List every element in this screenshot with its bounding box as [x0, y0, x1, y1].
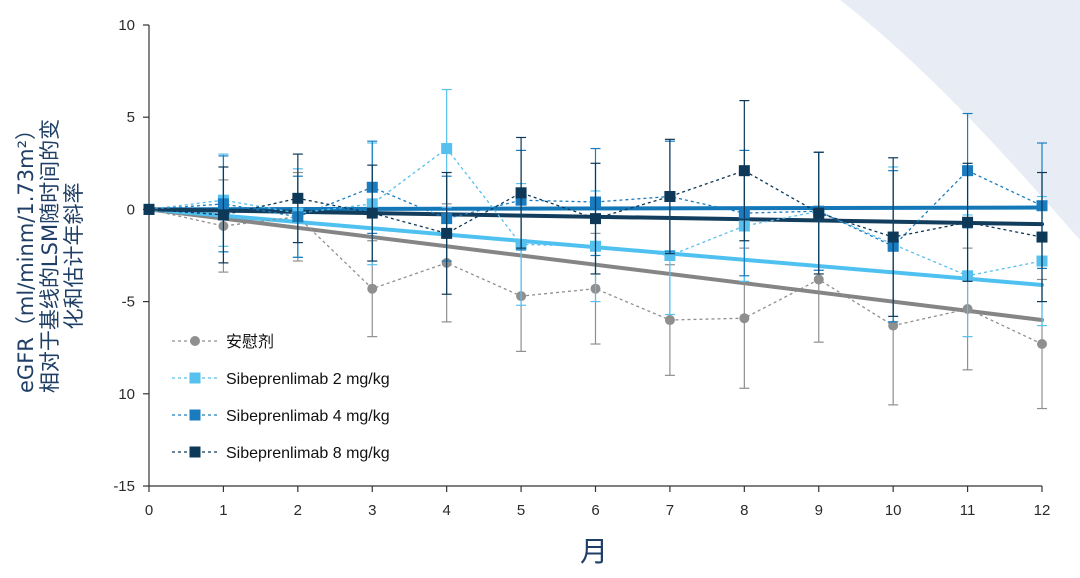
legend-marker	[189, 409, 201, 421]
legend-item-3: Sibeprenlimab 4 mg/kg	[172, 408, 390, 425]
data-point	[143, 203, 155, 215]
data-point	[887, 231, 899, 243]
legend-label: Sibeprenlimab 8 mg/kg	[226, 445, 390, 462]
x-tick-label: 6	[591, 502, 599, 519]
data-point	[441, 143, 453, 155]
plot-area	[143, 88, 1048, 410]
x-tick-label: 4	[442, 502, 450, 519]
y-tick-label: 0	[127, 201, 135, 218]
axis-labels: eGFR（ml/minm/1.73m²） 相对于基线的LSM随时间的变 化和估计…	[14, 119, 608, 568]
data-point	[1036, 231, 1048, 243]
data-point	[217, 209, 229, 221]
x-tick-label: 10	[885, 502, 902, 519]
legend-label: 安慰剂	[226, 333, 274, 351]
legend: 安慰剂 Sibeprenlimab 2 mg/kg Sibeprenlimab 4 …	[172, 333, 390, 462]
data-point	[1037, 339, 1047, 350]
x-axis-label: 月	[580, 535, 608, 568]
x-tick-label: 5	[517, 502, 525, 519]
y-tick-label: 10	[118, 386, 135, 403]
data-point	[292, 192, 304, 204]
y-axis-label-line-2: 相对于基线的LSM随时间的变	[38, 119, 62, 393]
legend-item-1: 安慰剂	[172, 333, 274, 351]
x-tick-label: 12	[1034, 502, 1051, 519]
y-tick-label: -5	[122, 294, 135, 311]
y-axis-label-line-1: eGFR（ml/minm/1.73m²）	[14, 119, 38, 393]
legend-marker	[190, 336, 200, 346]
data-point	[813, 207, 825, 219]
x-tick-label: 1	[219, 502, 227, 519]
data-point	[888, 320, 899, 331]
y-tick-label: -15	[113, 478, 135, 495]
x-tick-label: 0	[145, 502, 153, 519]
legend-marker	[189, 446, 201, 458]
legend-label: Sibeprenlimab 2 mg/kg	[226, 371, 390, 388]
data-point	[813, 274, 824, 285]
data-point	[366, 207, 378, 219]
data-point	[738, 165, 750, 177]
data-point	[664, 315, 675, 326]
data-point	[590, 213, 601, 225]
data-point	[441, 227, 453, 239]
x-tick-label: 3	[368, 502, 376, 519]
data-point	[962, 216, 974, 228]
data-point	[664, 250, 676, 261]
legend-marker	[189, 372, 201, 384]
y-tick-label: 10	[118, 17, 135, 34]
data-point	[367, 283, 378, 294]
x-tick-label: 9	[815, 502, 823, 519]
data-point	[515, 187, 527, 199]
legend-label: Sibeprenlimab 4 mg/kg	[226, 408, 390, 425]
x-tick-label: 7	[666, 502, 674, 519]
data-point	[739, 313, 750, 324]
x-tick-label: 11	[960, 502, 976, 519]
x-tick-label: 8	[740, 502, 748, 519]
y-axis-label-line-3: 化和估计年斜率	[62, 183, 86, 330]
legend-item-2: Sibeprenlimab 2 mg/kg	[172, 371, 390, 388]
series-4	[143, 100, 1048, 317]
background-wave	[840, 0, 1080, 240]
y-tick-label: 5	[127, 109, 135, 126]
x-tick-label: 2	[294, 502, 302, 519]
legend-item-4: Sibeprenlimab 8 mg/kg	[172, 445, 390, 462]
data-point	[664, 190, 676, 202]
